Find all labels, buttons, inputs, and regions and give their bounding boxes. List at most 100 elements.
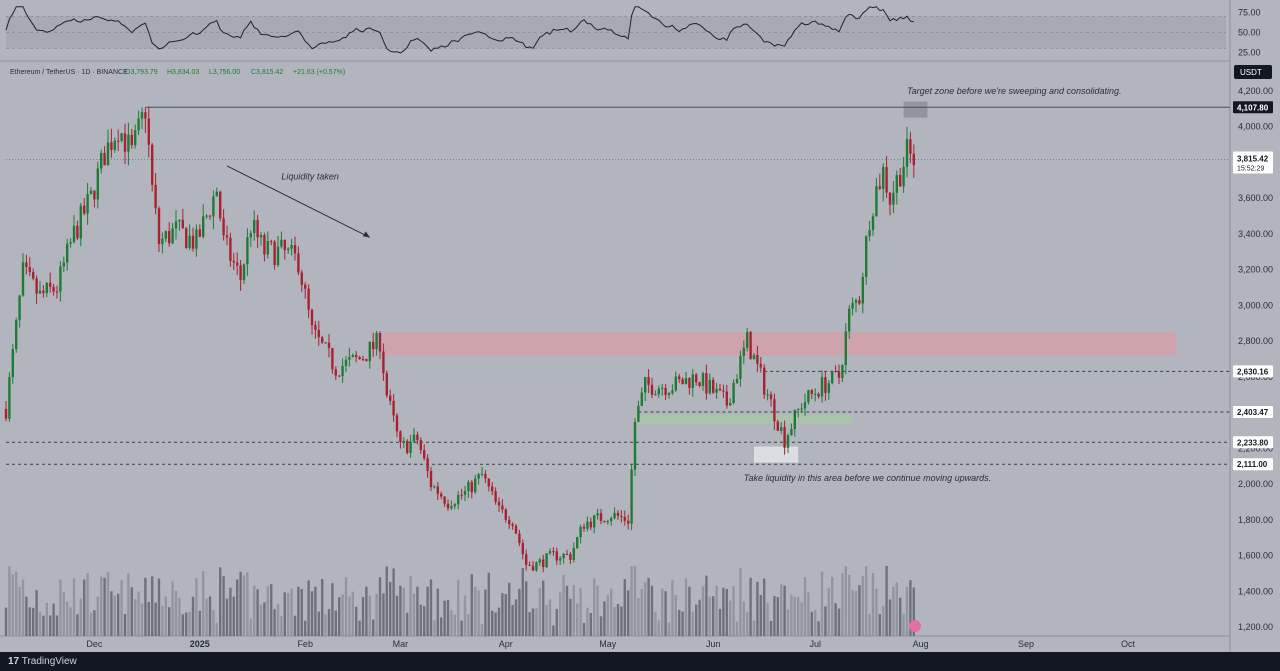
candle-body (100, 152, 103, 169)
volume-bar (661, 588, 664, 636)
volume-bar (117, 593, 120, 636)
candle-body (633, 421, 637, 470)
candle-body (888, 192, 892, 205)
volume-bar (382, 593, 385, 636)
candle-body (236, 262, 239, 266)
candle-body (905, 139, 909, 167)
volume-bar (38, 611, 42, 636)
candle-body (69, 242, 72, 244)
candle-body (436, 486, 439, 494)
volume-bar (657, 620, 660, 636)
volume-bar (399, 585, 402, 636)
event-marker-icon (909, 620, 921, 632)
candle-body (93, 190, 96, 200)
volume-bar (140, 603, 144, 636)
volume-bar (667, 622, 671, 636)
rsi-tick-label: 25.00 (1238, 47, 1261, 57)
candle-body (528, 564, 531, 566)
candle-body (222, 218, 225, 236)
volume-bar (334, 610, 337, 636)
volume-bar (899, 597, 902, 636)
candle-body (151, 144, 154, 185)
volume-bar (705, 575, 708, 636)
volume-bar (562, 574, 565, 636)
volume-bar (212, 610, 215, 636)
volume-bar (470, 574, 473, 636)
candle-body (501, 505, 504, 510)
candle-body (681, 379, 684, 385)
volume-bar (474, 586, 477, 636)
candle-body (368, 341, 371, 362)
candle-body (406, 440, 409, 453)
candle-body (253, 220, 256, 234)
candle-body (96, 168, 99, 200)
candle-body (225, 235, 229, 238)
candle-body (130, 134, 133, 146)
volume-bar (589, 613, 592, 636)
candle-body (423, 450, 426, 459)
candle-body (548, 551, 552, 554)
volume-bar (161, 605, 164, 636)
candle-body (858, 300, 861, 304)
volume-bar (127, 573, 130, 636)
volume-bar (477, 590, 480, 636)
volume-bar (270, 584, 273, 636)
candle-body (317, 329, 320, 338)
candle-body (865, 236, 868, 277)
volume-bar (725, 589, 728, 636)
volume-bar (865, 566, 868, 636)
volume-bar (59, 579, 62, 636)
volume-bar (800, 602, 803, 636)
candle-body (181, 219, 184, 229)
volume-bar (202, 571, 205, 636)
volume-bar (783, 585, 786, 636)
zone-target (903, 101, 928, 118)
candle-body (674, 376, 677, 391)
volume-bar (368, 595, 371, 636)
volume-bar (749, 577, 752, 636)
candle-body (412, 434, 416, 442)
price-tick-label: 3,000.00 (1238, 300, 1273, 310)
candle-body (450, 506, 453, 509)
volume-bar (582, 622, 586, 636)
volume-bar (654, 611, 657, 636)
volume-bar (552, 625, 555, 636)
volume-bar (844, 566, 847, 636)
volume-bar (572, 584, 575, 636)
candle-body (174, 221, 178, 229)
price-tick-label: 1,400.00 (1238, 586, 1273, 596)
volume-bar (514, 599, 518, 636)
candle-body (780, 427, 783, 431)
volume-bar (372, 619, 375, 636)
volume-bar (402, 587, 405, 636)
volume-bar (154, 602, 157, 636)
volume-bar (722, 587, 725, 636)
volume-bar (355, 606, 358, 636)
candle-body (654, 394, 657, 396)
candle-body (266, 241, 269, 255)
candle-body (525, 554, 528, 565)
volume-bar (259, 604, 263, 636)
candle-body (511, 524, 514, 526)
volume-bar (841, 573, 844, 636)
volume-bar (742, 601, 745, 636)
volume-bar (678, 609, 681, 636)
candle-body (542, 559, 545, 568)
volume-bar (912, 587, 915, 636)
candle-body (433, 486, 436, 488)
volume-bar (807, 592, 810, 636)
candle-body (878, 186, 881, 189)
volume-bar (763, 578, 766, 636)
candle-body (783, 427, 786, 448)
volume-bar (480, 624, 484, 636)
volume-bar (525, 581, 528, 636)
candle-body (120, 133, 123, 141)
candle-body (324, 342, 327, 344)
volume-bar (902, 613, 905, 636)
candle-body (667, 393, 671, 395)
candle-body (409, 441, 412, 453)
volume-bar (463, 595, 467, 636)
volume-bar (606, 595, 609, 636)
candle-body (460, 494, 463, 496)
chart-svg[interactable]: 75.0050.0025.004,200.004,000.003,800.003… (0, 0, 1280, 652)
